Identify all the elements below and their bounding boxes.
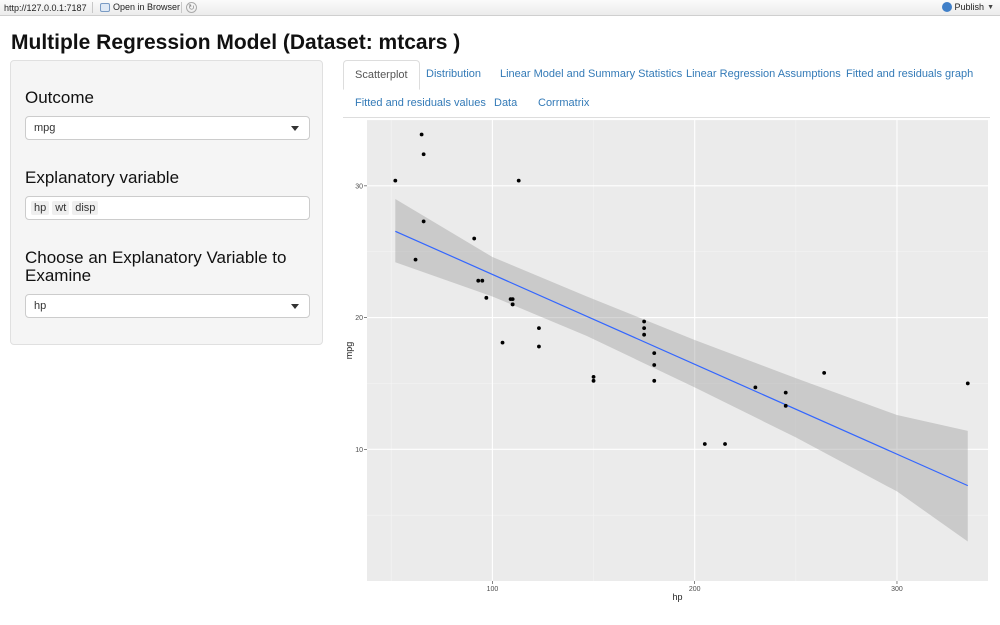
scatterplot-area: 100 200 300 10 20 30 hp mpg [343,119,990,610]
data-point [723,442,727,446]
data-point [822,370,827,375]
y-tick-label: 30 [355,183,363,190]
plot-panel [367,120,988,581]
tab-bar: Scatterplot Distribution Linear Model an… [343,60,990,118]
chevron-down-icon: ▼ [987,3,994,11]
data-point [472,236,477,241]
publish-button[interactable]: Publish ▼ [941,2,994,12]
scatterplot-chart: 100 200 300 10 20 30 hp mpg [344,119,988,602]
outcome-select[interactable]: mpg [25,116,310,140]
grid-minor [367,119,988,581]
data-point [516,178,521,183]
regression-line [395,230,969,487]
x-tick-label: 200 [689,586,701,593]
outcome-label: Outcome [25,88,94,107]
outcome-selected-value: mpg [34,122,56,134]
grid-major [367,120,988,581]
data-point [642,332,647,337]
choose-variable-label: Choose an Explanatory Variable to Examin… [25,249,286,285]
data-point [702,442,707,446]
x-tick-label: 100 [487,586,499,593]
choose-variable-label-line1: Choose an Explanatory Variable to [25,248,287,267]
url-display: http://127.0.0.1:7187 [4,3,87,13]
data-point [591,374,596,379]
dropdown-arrow-icon [291,304,299,309]
data-point [642,326,647,331]
tab-scatterplot[interactable]: Scatterplot [343,60,420,90]
tab-data[interactable]: Data [494,97,518,109]
data-point [484,295,489,300]
choose-variable-select[interactable]: hp [25,294,310,318]
x-tick-label: 300 [891,586,903,593]
data-point [783,403,788,408]
y-tick-label: 10 [355,447,363,454]
data-point [642,319,647,324]
explanatory-chip[interactable]: hp [31,201,50,215]
data-point [421,152,426,157]
data-point [783,390,788,395]
data-point [537,344,541,349]
axis-ticks: 100 200 300 10 20 30 [355,183,903,593]
data-point [419,132,424,137]
publish-label: Publish [954,2,985,12]
tab-regression-assumptions[interactable]: Linear Regression Assumptions [686,68,841,80]
publish-icon [941,2,952,12]
data-point [500,340,505,345]
data-point [652,378,657,383]
data-point [413,257,418,262]
data-point [476,278,481,283]
data-point [510,302,515,307]
refresh-icon[interactable]: ↻ [186,2,197,13]
explanatory-chip[interactable]: disp [72,201,99,215]
viewer-toolbar: http://127.0.0.1:7187 Open in Browser ↻ … [0,0,1000,16]
data-point [591,378,596,383]
x-axis-label: hp [672,592,682,602]
page-title: Multiple Regression Model (Dataset: mtca… [11,31,461,54]
open-in-browser-button[interactable]: Open in Browser [100,2,180,12]
explanatory-chip[interactable]: wt [52,201,70,215]
data-point [393,178,398,183]
tab-fitted-residuals-graph[interactable]: Fitted and residuals graph [846,68,974,80]
data-point [965,381,970,386]
data-point [652,363,657,367]
data-points [393,132,970,446]
data-point [480,278,485,283]
open-in-browser-label: Open in Browser [113,2,181,12]
data-point [508,297,513,302]
choose-variable-label-line2: Examine [25,266,92,285]
dropdown-arrow-icon [291,126,299,131]
tab-corrmatrix[interactable]: Corrmatrix [538,97,590,109]
toolbar-divider [181,2,182,13]
data-point [652,351,657,356]
tab-linear-model[interactable]: Linear Model and Summary Statistics [500,68,683,80]
toolbar-divider [92,2,93,13]
confidence-band [395,199,968,542]
explanatory-multiselect[interactable]: hp wt disp [25,196,310,220]
data-point [421,219,426,224]
data-point [753,385,758,390]
tab-fitted-residuals-values[interactable]: Fitted and residuals values [355,97,486,109]
explanatory-label: Explanatory variable [25,168,180,187]
y-tick-label: 20 [355,315,363,322]
data-point [537,326,541,331]
tab-distribution[interactable]: Distribution [426,68,482,80]
browser-window-icon [100,2,110,12]
sidebar-panel: Outcome mpg Explanatory variable hp wt d… [10,60,323,345]
y-axis-label: mpg [344,342,354,360]
choose-variable-selected-value: hp [34,300,47,312]
